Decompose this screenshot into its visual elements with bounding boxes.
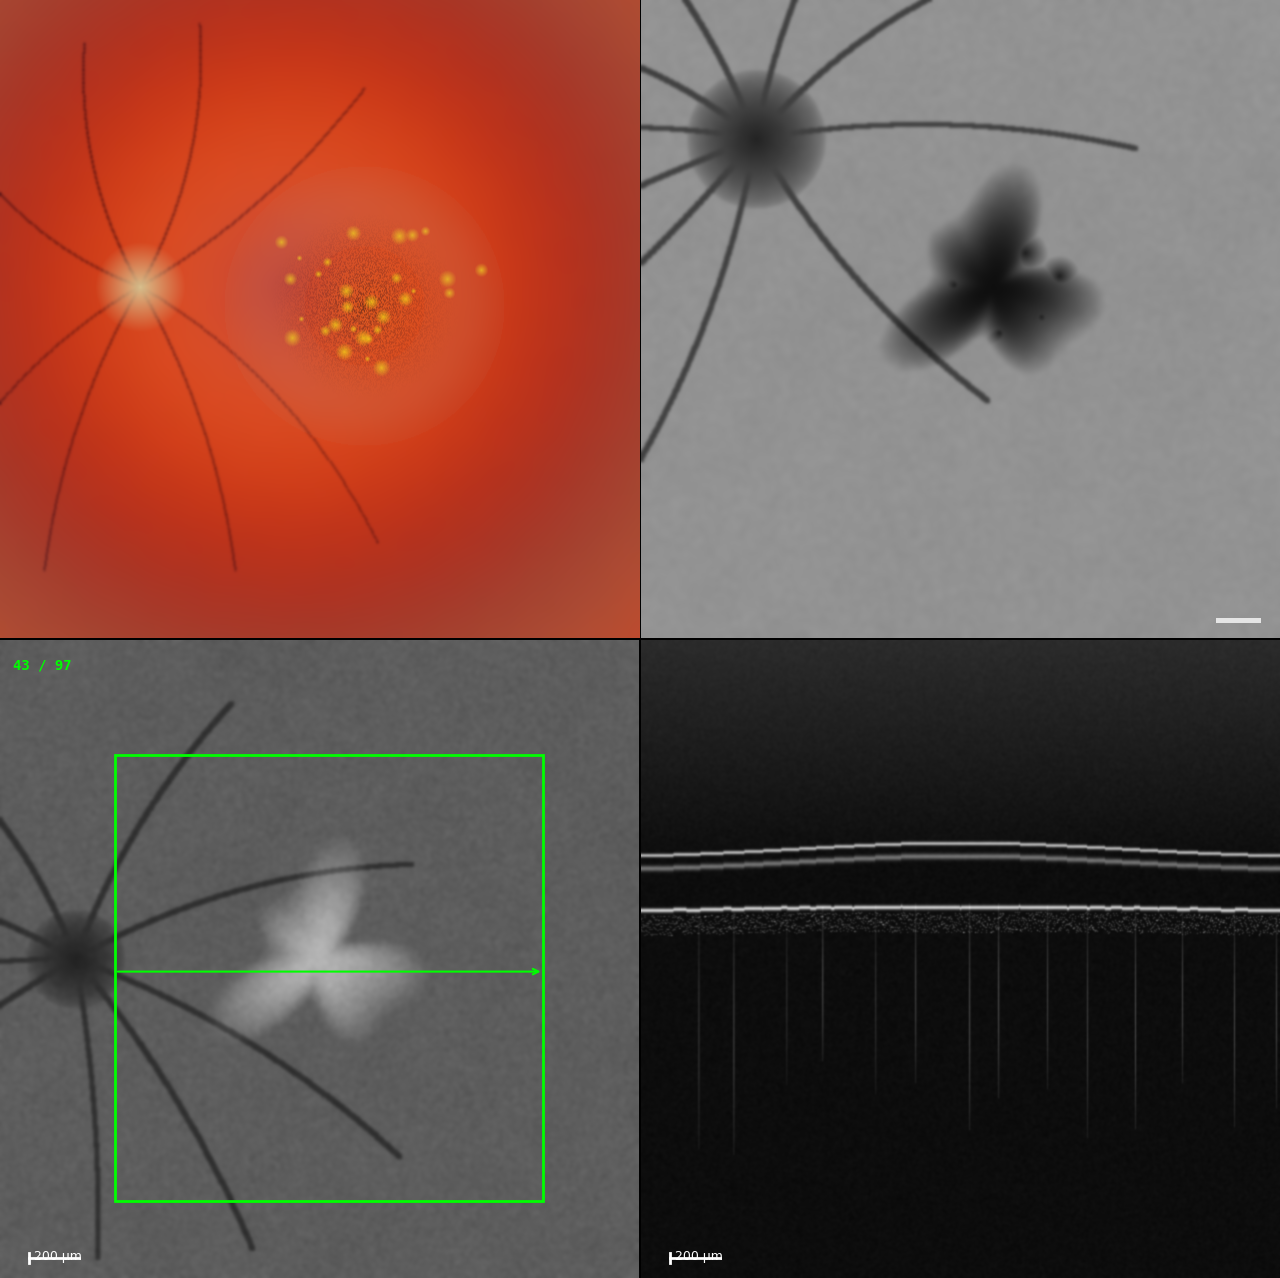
Text: 200 μm: 200 μm [675, 1250, 723, 1263]
Text: 43 / 97: 43 / 97 [13, 658, 72, 672]
Text: 200 μm: 200 μm [35, 1250, 82, 1263]
Bar [115, 754, 544, 1201]
